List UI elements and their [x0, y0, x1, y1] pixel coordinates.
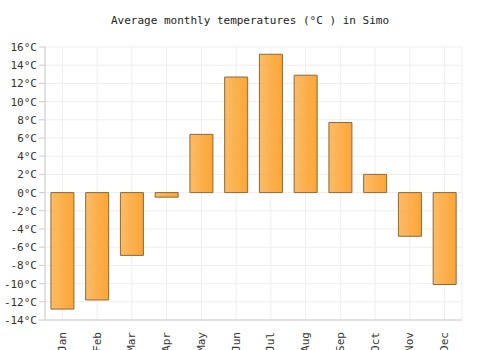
svg-text:-14°C: -14°C — [8, 314, 37, 327]
svg-text:-10°C: -10°C — [8, 278, 37, 291]
svg-text:-6°C: -6°C — [11, 241, 38, 254]
svg-text:8°C: 8°C — [17, 114, 37, 127]
svg-text:16°C: 16°C — [11, 41, 38, 54]
svg-text:6°C: 6°C — [17, 132, 37, 145]
svg-text:14°C: 14°C — [11, 59, 38, 72]
svg-text:Dec: Dec — [438, 332, 451, 350]
html-text:Average monthly temperatures (: Average monthly temperatures (°C ) in Si… — [110, 14, 390, 27]
svg-text:2°C: 2°C — [17, 168, 37, 181]
svg-text:12°C: 12°C — [11, 77, 38, 90]
svg-text:Jul: Jul — [264, 332, 277, 350]
svg-text:10°C: 10°C — [11, 96, 38, 109]
svg-text:Sep: Sep — [334, 332, 347, 350]
svg-text:-12°C: -12°C — [8, 296, 37, 309]
svg-text:0°C: 0°C — [17, 187, 37, 200]
svg-text:Jun: Jun — [230, 332, 243, 350]
svg-text:-2°C: -2°C — [11, 205, 38, 218]
svg-text:Feb: Feb — [91, 332, 104, 350]
svg-text:Nov: Nov — [403, 332, 416, 350]
svg-text:4°C: 4°C — [17, 150, 37, 163]
svg-text:-4°C: -4°C — [11, 223, 38, 236]
svg-text:Apr: Apr — [160, 332, 173, 350]
svg-text:-8°C: -8°C — [11, 259, 38, 272]
svg-text:Jan: Jan — [56, 332, 69, 350]
svg-text:May: May — [195, 332, 208, 350]
svg-text:Aug: Aug — [299, 332, 312, 350]
svg-text:Oct: Oct — [369, 332, 382, 350]
svg-text:Mar: Mar — [125, 332, 138, 350]
